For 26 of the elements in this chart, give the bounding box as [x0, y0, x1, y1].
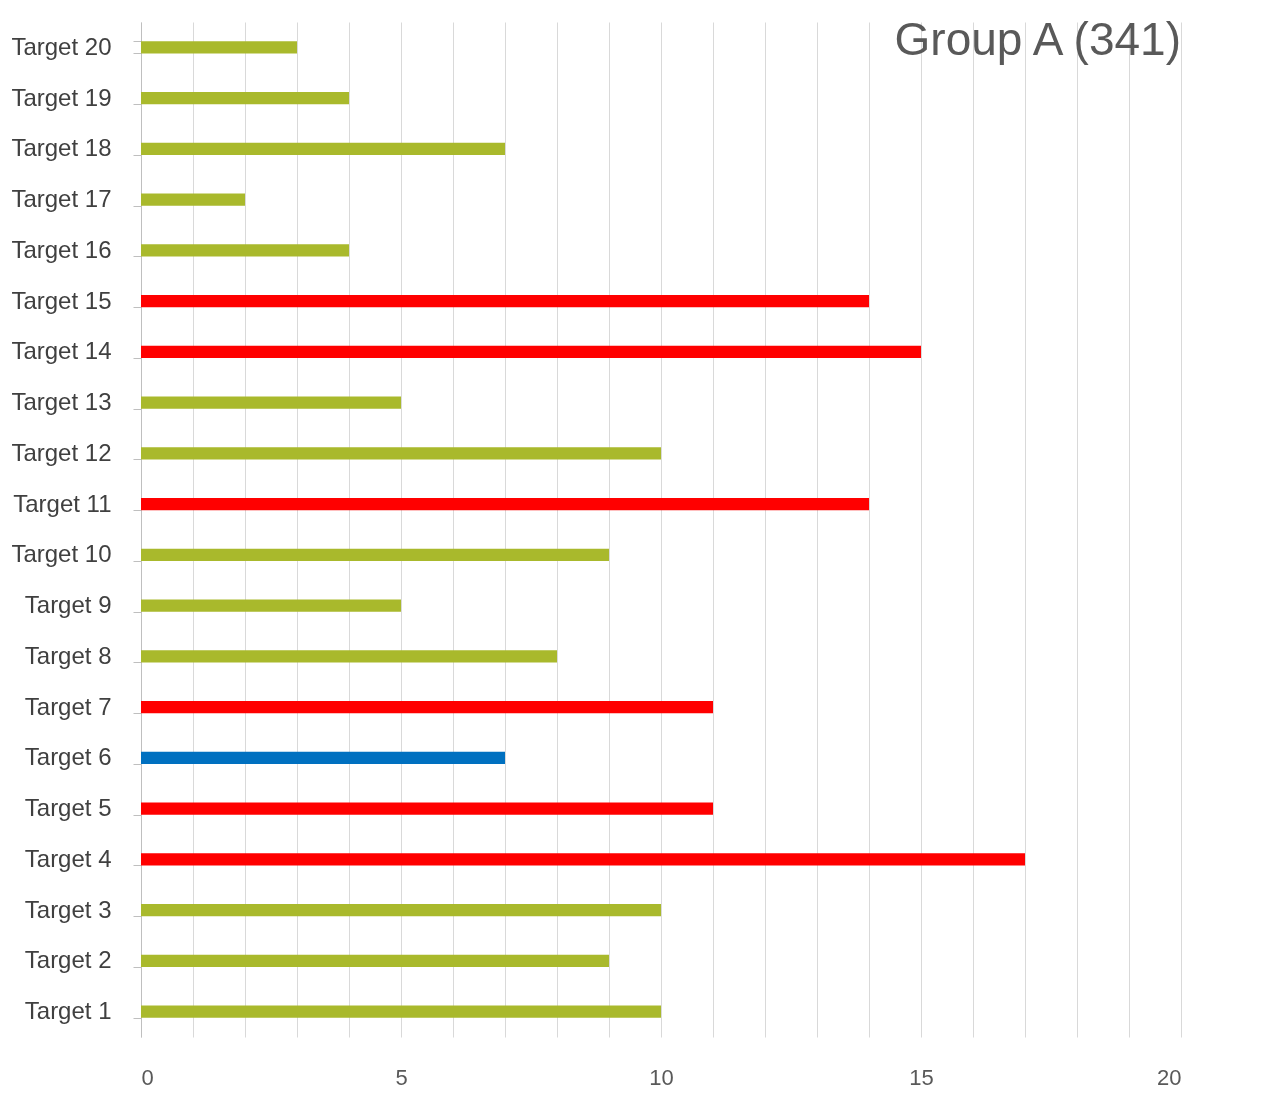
y-tick-label: Target 7	[24, 692, 112, 720]
x-tick-label: 5	[395, 1064, 408, 1090]
y-tick-label: Target 19	[11, 83, 112, 111]
y-tick-label: Target 9	[24, 591, 112, 619]
y-tick-label: Target 8	[24, 641, 112, 669]
y-tick-label: Target 11	[13, 489, 112, 517]
y-tick-label: Target 15	[11, 286, 112, 314]
y-tick-label: Target 10	[11, 540, 112, 568]
y-tick-label: Target 17	[11, 185, 112, 213]
x-tick-label: 10	[649, 1064, 674, 1090]
x-tick-label: 20	[1157, 1064, 1182, 1090]
y-tick-label: Target 6	[24, 743, 112, 771]
y-tick-label: Target 2	[24, 946, 112, 974]
x-tick-label: 0	[141, 1064, 154, 1090]
y-tick-label: Target 12	[11, 438, 112, 466]
y-tick-label: Target 16	[11, 235, 112, 263]
y-tick-label: Target 20	[11, 32, 112, 60]
y-tick-label: Target 1	[24, 997, 112, 1025]
y-tick-label: Target 18	[11, 134, 112, 162]
chart-title: Group A (341)	[894, 13, 1181, 65]
x-tick-label: 15	[909, 1064, 934, 1090]
y-tick-label: Target 14	[11, 337, 112, 365]
y-tick-label: Target 3	[24, 895, 112, 923]
y-tick-label: Target 13	[11, 388, 112, 416]
y-tick-label: Target 4	[24, 844, 112, 872]
y-tick-label: Target 5	[24, 794, 112, 822]
